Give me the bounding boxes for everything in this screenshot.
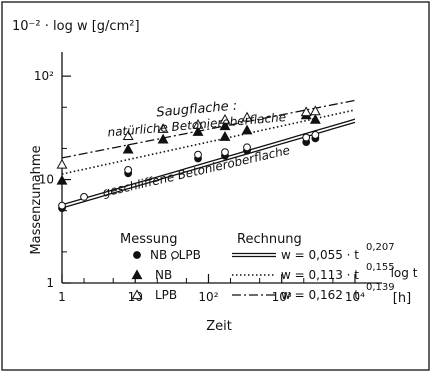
data-point xyxy=(309,105,321,116)
x-tick-label: 1 xyxy=(58,290,66,304)
y-axis-title-top: 10⁻² · log w [g/cm²] xyxy=(12,19,140,34)
x-tick-label: 10² xyxy=(198,290,218,304)
x-tick-label: 10⁴ xyxy=(345,290,365,304)
data-point xyxy=(56,158,68,169)
data-point xyxy=(219,120,231,131)
y-axis-label: Massenzunahme xyxy=(29,145,44,254)
x-axis-tag: log t xyxy=(391,266,418,280)
text-labels: 10⁻² · log w [g/cm²] Massenzunahme Zeit [h]… xyxy=(12,19,418,334)
data-point xyxy=(243,143,251,152)
legend-marker xyxy=(171,251,179,259)
outer-frame xyxy=(1,1,430,371)
legend-header-calc: Rechnung xyxy=(237,232,302,247)
data-point xyxy=(58,201,66,210)
data-point xyxy=(219,113,231,124)
legend-exponent: 0,207 xyxy=(366,242,395,253)
data-point xyxy=(124,166,133,174)
legend-formula: w = 0,162 · t xyxy=(281,288,359,302)
legend-marker xyxy=(133,251,141,259)
data-point xyxy=(311,131,320,139)
data-point xyxy=(192,118,204,129)
data-point xyxy=(157,123,169,133)
data-point xyxy=(219,131,231,141)
data-point xyxy=(122,143,134,154)
data-point xyxy=(80,192,88,201)
legend-marker xyxy=(131,289,143,300)
x-tick-label: 10³ xyxy=(272,290,292,304)
data-point xyxy=(157,133,169,144)
legend-header-measure: Messung xyxy=(120,232,178,247)
data-point xyxy=(192,126,204,136)
x-axis-label: Zeit xyxy=(206,319,232,334)
legend-label: LPB xyxy=(155,288,177,302)
legend-marker xyxy=(131,269,143,280)
legend-label: NB xyxy=(155,268,172,282)
legend-exponent: 0,139 xyxy=(366,282,395,293)
data-point xyxy=(56,174,68,185)
data-point xyxy=(194,150,202,159)
axes: 11010²10³10⁴11010² xyxy=(34,52,382,304)
legend-formula: w = 0,055 · t xyxy=(281,248,359,262)
data-point xyxy=(309,113,321,124)
data-point xyxy=(302,133,311,142)
data-points xyxy=(56,105,321,212)
y-tick-label: 10 xyxy=(39,173,54,187)
fit-line xyxy=(61,99,356,159)
y-tick-label: 10² xyxy=(34,69,54,83)
data-point xyxy=(122,130,134,140)
data-point xyxy=(241,111,253,122)
legend-formula: w = 0,113 · t xyxy=(281,268,359,282)
data-point xyxy=(241,124,253,135)
y-tick-label: 1 xyxy=(46,276,54,290)
x-axis-unit: [h] xyxy=(393,291,411,306)
legend: Messung Rechnung NB , LPB w = 0,055 · t 0,20… xyxy=(120,232,395,302)
data-point xyxy=(221,148,229,157)
data-point xyxy=(300,106,312,117)
annotation-label: Saugflache : xyxy=(156,99,238,121)
legend-label: NB , LPB xyxy=(150,248,201,262)
legend-exponent: 0,155 xyxy=(366,262,395,273)
fit-line xyxy=(61,118,356,206)
